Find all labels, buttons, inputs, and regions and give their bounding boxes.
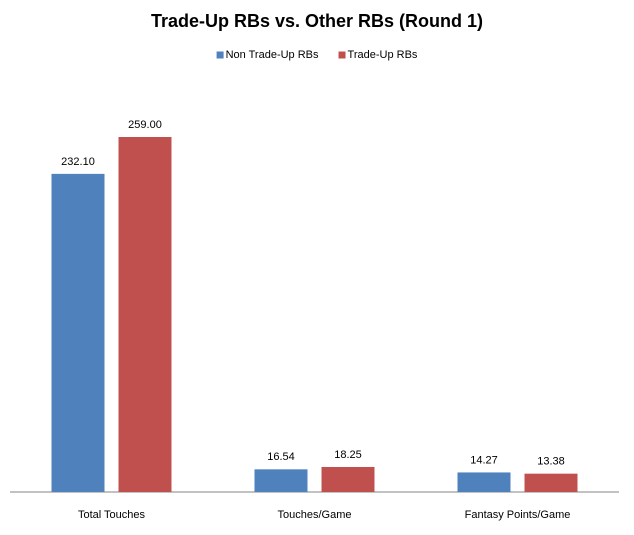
data-label: 259.00 <box>128 119 162 131</box>
data-label: 16.54 <box>267 451 295 463</box>
bar <box>321 466 375 492</box>
data-label: 13.38 <box>537 456 565 468</box>
x-tick-label: Fantasy Points/Game <box>465 509 571 521</box>
legend-swatch <box>216 51 224 59</box>
x-tick-label: Touches/Game <box>278 509 352 521</box>
bar <box>457 472 511 492</box>
data-label: 232.10 <box>61 156 95 168</box>
bar <box>51 173 105 492</box>
legend-label: Trade-Up RBs <box>348 49 418 61</box>
bar <box>118 137 172 492</box>
chart-title: Trade-Up RBs vs. Other RBs (Round 1) <box>151 11 483 31</box>
x-tick-label: Total Touches <box>78 509 146 521</box>
legend-label: Non Trade-Up RBs <box>226 49 319 61</box>
data-label: 18.25 <box>334 449 362 461</box>
legend-swatch <box>338 51 346 59</box>
data-label: 14.27 <box>470 454 498 466</box>
bar <box>254 469 308 492</box>
bar <box>524 473 578 492</box>
